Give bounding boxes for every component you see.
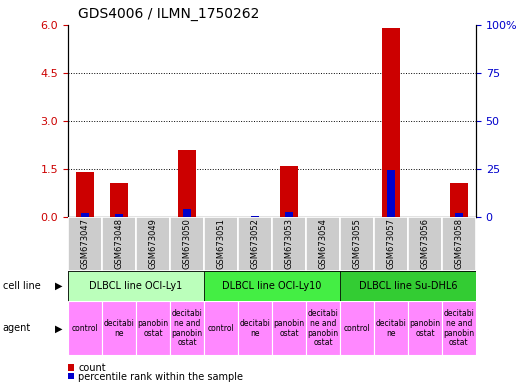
Bar bbox=[340, 217, 374, 271]
Bar bbox=[102, 217, 136, 271]
Bar bbox=[442, 217, 476, 271]
Bar bbox=[450, 184, 468, 217]
Text: GSM673047: GSM673047 bbox=[81, 218, 89, 269]
Text: ▶: ▶ bbox=[55, 323, 62, 333]
Text: GDS4006 / ILMN_1750262: GDS4006 / ILMN_1750262 bbox=[78, 7, 260, 21]
Text: DLBCL line OCI-Ly10: DLBCL line OCI-Ly10 bbox=[222, 281, 322, 291]
Bar bbox=[442, 301, 476, 355]
Text: count: count bbox=[78, 363, 106, 373]
Text: control: control bbox=[344, 324, 370, 333]
Text: GSM673049: GSM673049 bbox=[149, 218, 157, 269]
Bar bbox=[136, 217, 170, 271]
Bar bbox=[204, 301, 238, 355]
Bar bbox=[251, 216, 259, 217]
Text: GSM673058: GSM673058 bbox=[454, 218, 463, 269]
Bar bbox=[136, 301, 170, 355]
Text: ▶: ▶ bbox=[55, 281, 62, 291]
Text: decitabi
ne: decitabi ne bbox=[376, 319, 406, 338]
Text: GSM673048: GSM673048 bbox=[115, 218, 123, 269]
Text: decitabi
ne: decitabi ne bbox=[104, 319, 134, 338]
Text: GSM673050: GSM673050 bbox=[183, 218, 191, 269]
Bar bbox=[387, 170, 395, 217]
Bar bbox=[272, 301, 306, 355]
Bar bbox=[76, 172, 94, 217]
Text: GSM673055: GSM673055 bbox=[353, 218, 361, 269]
Bar bbox=[272, 217, 306, 271]
Bar bbox=[340, 271, 476, 301]
Bar bbox=[238, 301, 272, 355]
Text: GSM673051: GSM673051 bbox=[217, 218, 225, 269]
Bar bbox=[306, 301, 340, 355]
Text: decitabi
ne and
panobin
ostat: decitabi ne and panobin ostat bbox=[308, 309, 338, 348]
Bar bbox=[382, 28, 400, 217]
Text: panobin
ostat: panobin ostat bbox=[274, 319, 304, 338]
Text: decitabi
ne: decitabi ne bbox=[240, 319, 270, 338]
Bar bbox=[280, 166, 298, 217]
Bar bbox=[115, 214, 123, 217]
Bar bbox=[68, 217, 102, 271]
Text: percentile rank within the sample: percentile rank within the sample bbox=[78, 372, 243, 382]
Bar bbox=[408, 217, 442, 271]
Bar bbox=[340, 301, 374, 355]
Text: control: control bbox=[72, 324, 98, 333]
Text: decitabi
ne and
panobin
ostat: decitabi ne and panobin ostat bbox=[172, 309, 202, 348]
Bar bbox=[374, 217, 408, 271]
Text: cell line: cell line bbox=[3, 281, 40, 291]
Text: DLBCL line OCI-Ly1: DLBCL line OCI-Ly1 bbox=[89, 281, 183, 291]
Text: DLBCL line Su-DHL6: DLBCL line Su-DHL6 bbox=[359, 281, 457, 291]
Bar bbox=[178, 150, 196, 217]
Text: GSM673053: GSM673053 bbox=[285, 218, 293, 269]
Bar bbox=[68, 271, 204, 301]
Bar bbox=[306, 217, 340, 271]
Bar bbox=[238, 217, 272, 271]
Text: decitabi
ne and
panobin
ostat: decitabi ne and panobin ostat bbox=[444, 309, 474, 348]
Text: panobin
ostat: panobin ostat bbox=[138, 319, 168, 338]
Text: GSM673052: GSM673052 bbox=[251, 218, 259, 269]
Bar bbox=[81, 214, 89, 217]
Text: GSM673056: GSM673056 bbox=[420, 218, 429, 269]
Bar bbox=[68, 301, 102, 355]
Bar bbox=[455, 214, 463, 217]
Text: panobin
ostat: panobin ostat bbox=[410, 319, 440, 338]
Text: agent: agent bbox=[3, 323, 31, 333]
Bar bbox=[110, 184, 128, 217]
Bar bbox=[170, 217, 204, 271]
Bar bbox=[374, 301, 408, 355]
Bar bbox=[204, 271, 340, 301]
Bar bbox=[170, 301, 204, 355]
Bar bbox=[102, 301, 136, 355]
Bar bbox=[183, 209, 191, 217]
Bar bbox=[204, 217, 238, 271]
Text: GSM673057: GSM673057 bbox=[386, 218, 395, 269]
Text: GSM673054: GSM673054 bbox=[319, 218, 327, 269]
Bar bbox=[408, 301, 442, 355]
Text: control: control bbox=[208, 324, 234, 333]
Bar bbox=[285, 212, 293, 217]
